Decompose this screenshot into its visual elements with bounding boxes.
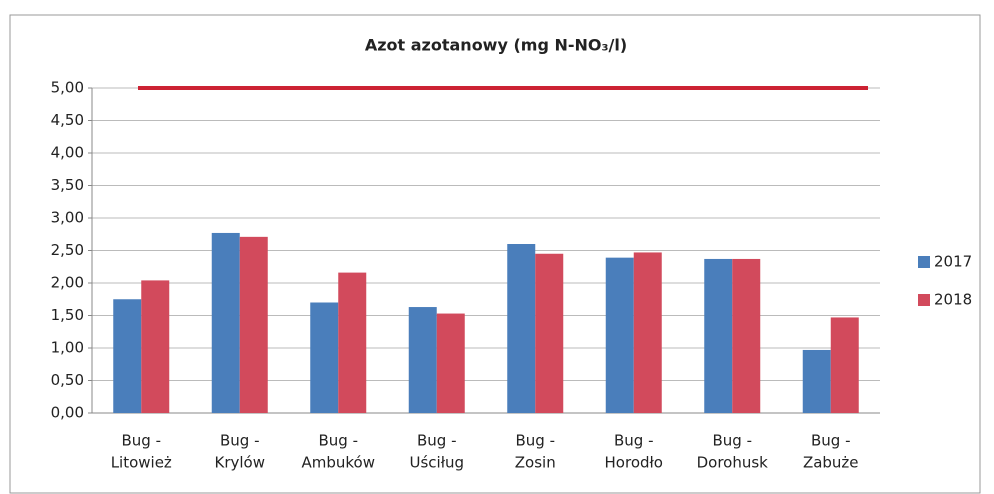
- x-tick-label: Bug -: [516, 432, 556, 450]
- bar: [310, 302, 339, 413]
- x-tick-label: Litowież: [111, 454, 172, 472]
- bar: [211, 232, 240, 413]
- bar: [507, 244, 536, 413]
- y-tick-label: 3,00: [51, 209, 84, 227]
- legend-label: 2018: [934, 291, 972, 309]
- x-tick-label: Zabuże: [803, 454, 859, 472]
- y-tick-label: 1,00: [51, 339, 84, 357]
- y-tick-label: 3,50: [51, 176, 84, 194]
- x-tick-label: Zosin: [515, 454, 556, 472]
- bar: [239, 236, 268, 413]
- y-tick-label: 4,50: [51, 111, 84, 129]
- y-tick-label: 2,50: [51, 241, 84, 259]
- x-tick-label: Bug -: [319, 432, 359, 450]
- y-tick-label: 0,00: [51, 404, 84, 422]
- x-tick-label: Bug -: [713, 432, 753, 450]
- x-tick-label: Horodło: [605, 454, 663, 472]
- x-tick-label: Uściług: [410, 454, 465, 472]
- x-tick-label: Bug -: [614, 432, 654, 450]
- bar: [408, 307, 437, 413]
- y-tick-label: 2,00: [51, 274, 84, 292]
- x-tick-label: Dorohusk: [697, 454, 769, 472]
- y-tick-label: 0,50: [51, 371, 84, 389]
- y-tick-label: 5,00: [51, 79, 84, 97]
- x-tick-label: Bug -: [811, 432, 851, 450]
- bar: [113, 299, 142, 413]
- bar: [732, 258, 761, 413]
- bar: [605, 257, 634, 413]
- bar: [436, 313, 465, 413]
- bar: [535, 253, 564, 413]
- bar: [704, 258, 733, 413]
- x-tick-label: Bug -: [220, 432, 260, 450]
- bar: [338, 272, 367, 413]
- bar: [141, 280, 170, 413]
- bar: [633, 252, 662, 413]
- bar: [802, 349, 831, 413]
- x-tick-label: Bug -: [417, 432, 457, 450]
- bar: [830, 317, 859, 413]
- legend-label: 2017: [934, 253, 972, 271]
- x-tick-label: Krylów: [215, 454, 266, 472]
- y-tick-label: 4,00: [51, 144, 84, 162]
- y-tick-label: 1,50: [51, 306, 84, 324]
- legend-swatch: [918, 256, 930, 268]
- chart-title: Azot azotanowy (mg N-NO₃/l): [365, 36, 627, 55]
- x-tick-label: Ambuków: [302, 454, 376, 472]
- x-tick-label: Bug -: [122, 432, 162, 450]
- legend-swatch: [918, 294, 930, 306]
